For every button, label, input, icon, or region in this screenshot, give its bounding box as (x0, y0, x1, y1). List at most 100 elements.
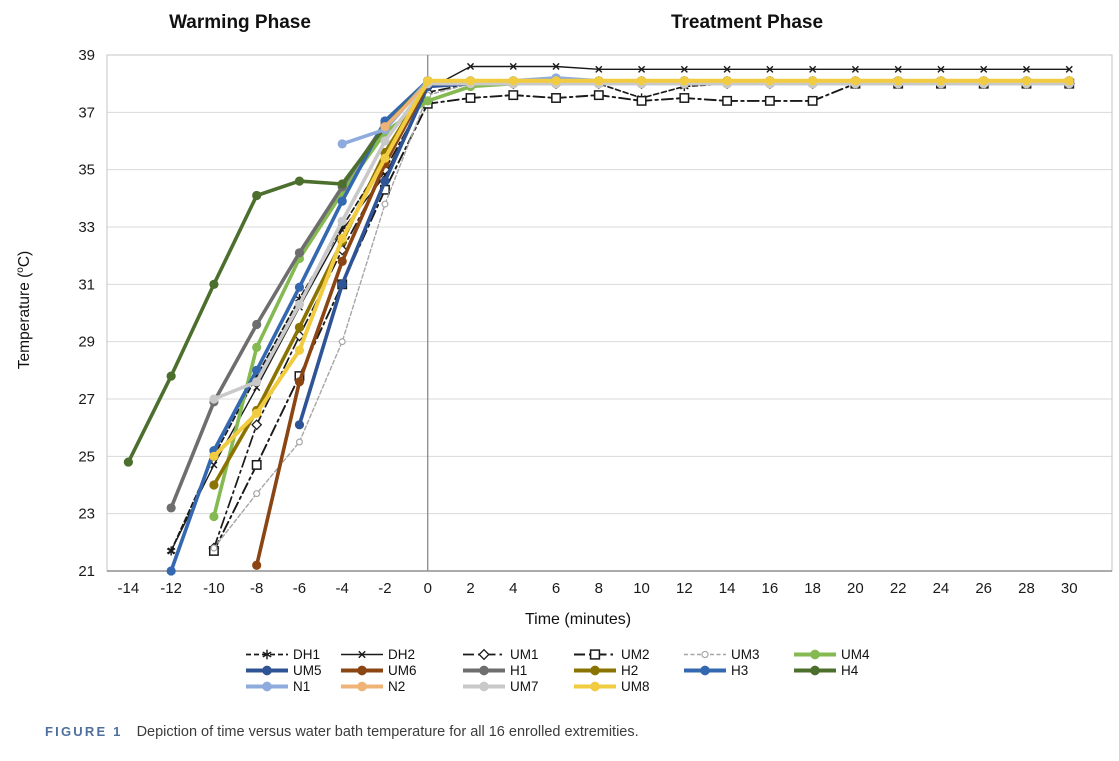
y-axis-title-suffix: C) (16, 250, 34, 268)
series-um3 (210, 80, 1073, 552)
legend-swatch-um7 (463, 681, 505, 692)
marker-x (1022, 65, 1031, 73)
legend-item-um3: UM3 (683, 647, 760, 662)
legend-swatch-um1 (463, 648, 505, 661)
legend-item-um2: UM2 (573, 647, 650, 662)
marker-asterisk (262, 651, 272, 658)
marker-x (552, 62, 560, 71)
series-h4 (123, 76, 1074, 467)
x-tick-label: 2 (466, 580, 474, 597)
legend-label-um6: UM6 (388, 663, 417, 678)
series-line (170, 65, 1070, 552)
marker-dot (423, 96, 433, 106)
marker-dot (294, 345, 305, 355)
series-um5 (294, 79, 1074, 430)
x-tick-label: -10 (203, 580, 225, 597)
marker-dot (590, 665, 600, 676)
legend-label-um5: UM5 (293, 663, 322, 678)
legend-item-n1: N1 (245, 679, 310, 694)
x-tick-label: 0 (424, 580, 432, 597)
marker-dot (765, 76, 775, 86)
marker-dot (166, 566, 176, 576)
marker-x (1065, 65, 1073, 73)
y-tick-label: 37 (78, 104, 95, 121)
legend-item-um1: UM1 (462, 647, 539, 662)
legend-item-um7: UM7 (462, 679, 539, 694)
x-tick-label: 30 (1061, 580, 1078, 597)
legend-swatch-h4 (794, 665, 836, 676)
marker-square (722, 95, 733, 106)
marker-dot (423, 76, 433, 86)
marker-square (807, 95, 818, 106)
series-line (169, 79, 1071, 573)
marker-dot (700, 665, 710, 676)
legend-label-dh1: DH1 (293, 647, 321, 662)
legend-label-um8: UM8 (621, 679, 650, 694)
marker-dot (252, 342, 262, 352)
marker-dot (123, 457, 133, 467)
x-tick-label: 24 (933, 580, 950, 597)
y-axis-title-degree: o (15, 267, 26, 273)
x-tick-label: -8 (250, 580, 263, 597)
legend-item-h4: H4 (793, 663, 858, 678)
marker-dot (209, 480, 219, 490)
x-tick-label: -2 (378, 580, 391, 597)
marker-dot (166, 503, 176, 513)
x-tick-label: 14 (719, 580, 736, 597)
legend-label-um3: UM3 (731, 647, 760, 662)
legend-swatch-n1 (246, 681, 288, 692)
legend-swatch-h3 (684, 665, 726, 676)
marker-square (764, 95, 775, 106)
legend-swatch-h2 (574, 665, 616, 676)
marker-dot (636, 76, 647, 86)
legend-swatch-h1 (463, 665, 505, 676)
legend-swatch-um2 (574, 649, 616, 660)
legend-label-h4: H4 (841, 663, 859, 678)
legend-item-dh1: DH1 (245, 647, 320, 662)
legend-swatch-um6 (341, 665, 383, 676)
y-tick-label: 25 (78, 448, 95, 465)
figure-caption: FIGURE 1 Depiction of time versus water b… (45, 723, 639, 741)
marker-dot (337, 139, 347, 149)
series-um1 (208, 78, 1075, 554)
marker-dot (808, 76, 818, 86)
marker-dot (357, 665, 367, 676)
marker-dot (893, 76, 903, 86)
legend-item-dh2: DH2 (340, 647, 415, 662)
marker-dot (380, 136, 390, 146)
marker-dot (479, 681, 489, 692)
legend-label-h2: H2 (621, 663, 639, 678)
y-axis-title-prefix: Temperature ( (16, 272, 34, 370)
x-axis-title: Time (minutes) (524, 611, 632, 628)
marker-dot (294, 248, 305, 258)
marker-dot (551, 76, 561, 86)
marker-dot (209, 279, 219, 289)
x-tick-label: 18 (804, 580, 821, 597)
marker-dot (479, 665, 489, 676)
marker-dot (465, 76, 476, 86)
series-um2 (208, 78, 1075, 556)
y-tick-label: 23 (78, 506, 95, 523)
x-tick-label: 16 (762, 580, 779, 597)
legend-label-n1: N1 (293, 679, 311, 694)
marker-x (358, 650, 366, 659)
series-line (340, 76, 1071, 146)
legend-label-um7: UM7 (510, 679, 539, 694)
marker-circle-open (295, 438, 303, 446)
marker-dot (252, 560, 262, 570)
x-tick-label: 6 (552, 580, 560, 597)
x-tick-label: -14 (118, 580, 140, 597)
marker-square (251, 459, 262, 470)
series-dh2 (167, 62, 1073, 555)
series-line (297, 81, 1071, 427)
x-tick-label: -12 (160, 580, 182, 597)
legend-item-um8: UM8 (573, 679, 650, 694)
marker-x (723, 65, 731, 73)
marker-diamond (251, 419, 263, 431)
legend-label-um1: UM1 (510, 647, 539, 662)
legend-swatch-n2 (341, 681, 383, 692)
marker-dot (262, 665, 272, 676)
